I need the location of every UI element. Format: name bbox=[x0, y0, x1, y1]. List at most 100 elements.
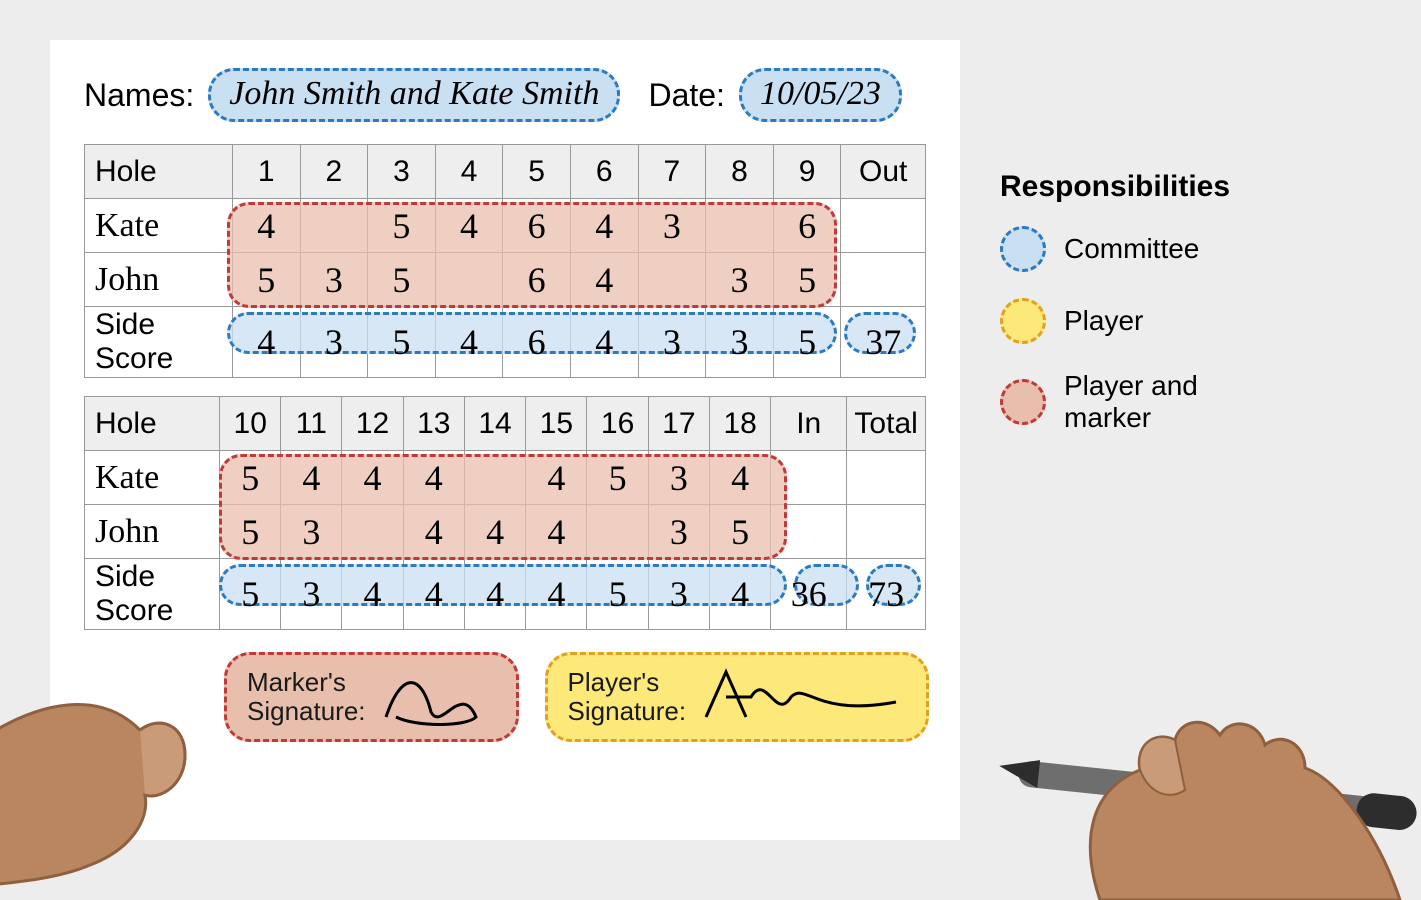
legend-item: Player bbox=[1000, 298, 1380, 344]
score-cell: 4 bbox=[425, 458, 443, 498]
score-cell: 4 bbox=[460, 206, 478, 246]
hole-num: 18 bbox=[710, 397, 771, 451]
table-row: Kate 5 4 4 4 4 5 3 4 bbox=[85, 451, 926, 505]
hole-num: 13 bbox=[403, 397, 464, 451]
player-name: Kate bbox=[85, 451, 220, 505]
hole-num: 2 bbox=[300, 145, 368, 199]
legend-item: Committee bbox=[1000, 226, 1380, 272]
score-cell: 3 bbox=[663, 206, 681, 246]
score-cell: 5 bbox=[731, 512, 749, 552]
score-cell: 4 bbox=[595, 206, 613, 246]
out-cell: 37 bbox=[865, 322, 901, 362]
score-cell: 5 bbox=[392, 322, 410, 362]
score-cell: 5 bbox=[609, 458, 627, 498]
table-row: Side Score 4 3 5 4 6 4 3 3 5 37 bbox=[85, 307, 926, 378]
legend-item: Player and marker bbox=[1000, 370, 1380, 434]
score-cell: 3 bbox=[302, 574, 320, 614]
score-cell: 3 bbox=[670, 574, 688, 614]
table-row: Kate 4 5 4 6 4 3 6 bbox=[85, 199, 926, 253]
hole-num: 5 bbox=[503, 145, 571, 199]
names-value: John Smith and Kate Smith bbox=[208, 68, 620, 122]
hole-num: 10 bbox=[220, 397, 281, 451]
score-cell: 4 bbox=[731, 574, 749, 614]
player-signature-icon bbox=[696, 662, 906, 732]
score-cell: 4 bbox=[460, 322, 478, 362]
hole-num: 14 bbox=[464, 397, 525, 451]
hole-num: 8 bbox=[706, 145, 774, 199]
score-cell: 3 bbox=[302, 512, 320, 552]
date-value: 10/05/23 bbox=[739, 68, 902, 122]
score-cell: 5 bbox=[392, 260, 410, 300]
out-header: Out bbox=[841, 145, 926, 199]
score-cell: 4 bbox=[595, 322, 613, 362]
score-cell: 4 bbox=[302, 458, 320, 498]
score-cell: 5 bbox=[241, 512, 259, 552]
score-cell: 6 bbox=[528, 322, 546, 362]
score-cell: 4 bbox=[547, 574, 565, 614]
score-cell: 5 bbox=[241, 574, 259, 614]
hole-num: 11 bbox=[281, 397, 342, 451]
hole-num: 16 bbox=[587, 397, 648, 451]
score-cell: 6 bbox=[528, 260, 546, 300]
score-cell: 5 bbox=[798, 322, 816, 362]
back-nine-wrap: Hole 10 11 12 13 14 15 16 17 18 In Total… bbox=[84, 396, 926, 630]
in-header: In bbox=[771, 397, 847, 451]
score-cell: 4 bbox=[425, 512, 443, 552]
back-nine-table: Hole 10 11 12 13 14 15 16 17 18 In Total… bbox=[84, 396, 926, 630]
score-cell: 4 bbox=[486, 512, 504, 552]
player-name: John bbox=[85, 253, 233, 307]
score-cell: 3 bbox=[670, 512, 688, 552]
legend-swatch-marker bbox=[1000, 379, 1046, 425]
score-cell: 3 bbox=[730, 322, 748, 362]
side-score-label: Side Score bbox=[85, 559, 220, 630]
score-cell: 5 bbox=[392, 206, 410, 246]
marker-signature-icon bbox=[376, 662, 496, 732]
hole-header: Hole bbox=[85, 397, 220, 451]
hole-num: 4 bbox=[435, 145, 503, 199]
hole-num: 15 bbox=[526, 397, 587, 451]
scorecard: Names: John Smith and Kate Smith Date: 1… bbox=[50, 40, 960, 840]
signatures-row: Marker's Signature: Player's Signature: bbox=[224, 652, 926, 742]
hole-num: 17 bbox=[648, 397, 709, 451]
score-cell: 4 bbox=[425, 574, 443, 614]
table-row: Side Score 5 3 4 4 4 4 5 3 4 36 73 bbox=[85, 559, 926, 630]
marker-signature-label: Marker's Signature: bbox=[247, 668, 366, 725]
score-cell: 4 bbox=[486, 574, 504, 614]
player-name: Kate bbox=[85, 199, 233, 253]
legend-label: Committee bbox=[1064, 233, 1199, 265]
hole-num: 3 bbox=[368, 145, 436, 199]
score-cell: 4 bbox=[731, 458, 749, 498]
right-hand-icon bbox=[980, 660, 1421, 900]
score-cell: 6 bbox=[798, 206, 816, 246]
score-cell: 3 bbox=[325, 260, 343, 300]
hole-header: Hole bbox=[85, 145, 233, 199]
front-nine-wrap: Hole 1 2 3 4 5 6 7 8 9 Out Kate 4 5 4 6 … bbox=[84, 144, 926, 378]
score-cell: 4 bbox=[547, 458, 565, 498]
player-name: John bbox=[85, 505, 220, 559]
score-cell: 5 bbox=[609, 574, 627, 614]
score-cell: 4 bbox=[547, 512, 565, 552]
score-cell: 5 bbox=[257, 260, 275, 300]
hole-num: 6 bbox=[570, 145, 638, 199]
hole-num: 7 bbox=[638, 145, 706, 199]
names-label: Names: bbox=[84, 77, 194, 114]
table-row: Hole 1 2 3 4 5 6 7 8 9 Out bbox=[85, 145, 926, 199]
hole-num: 12 bbox=[342, 397, 403, 451]
table-row: Hole 10 11 12 13 14 15 16 17 18 In Total bbox=[85, 397, 926, 451]
score-cell: 6 bbox=[528, 206, 546, 246]
score-cell: 3 bbox=[730, 260, 748, 300]
score-cell: 4 bbox=[257, 322, 275, 362]
score-cell: 3 bbox=[663, 322, 681, 362]
legend-label: Player bbox=[1064, 305, 1143, 337]
side-score-label: Side Score bbox=[85, 307, 233, 378]
table-row: John 5 3 4 4 4 3 5 bbox=[85, 505, 926, 559]
player-signature-label: Player's Signature: bbox=[568, 668, 687, 725]
total-cell: 73 bbox=[868, 574, 904, 614]
in-cell: 36 bbox=[791, 574, 827, 614]
date-label: Date: bbox=[648, 77, 724, 114]
header-row: Names: John Smith and Kate Smith Date: 1… bbox=[84, 68, 926, 122]
score-cell: 4 bbox=[364, 458, 382, 498]
hole-num: 1 bbox=[232, 145, 300, 199]
legend-label: Player and marker bbox=[1064, 370, 1264, 434]
legend-swatch-committee bbox=[1000, 226, 1046, 272]
